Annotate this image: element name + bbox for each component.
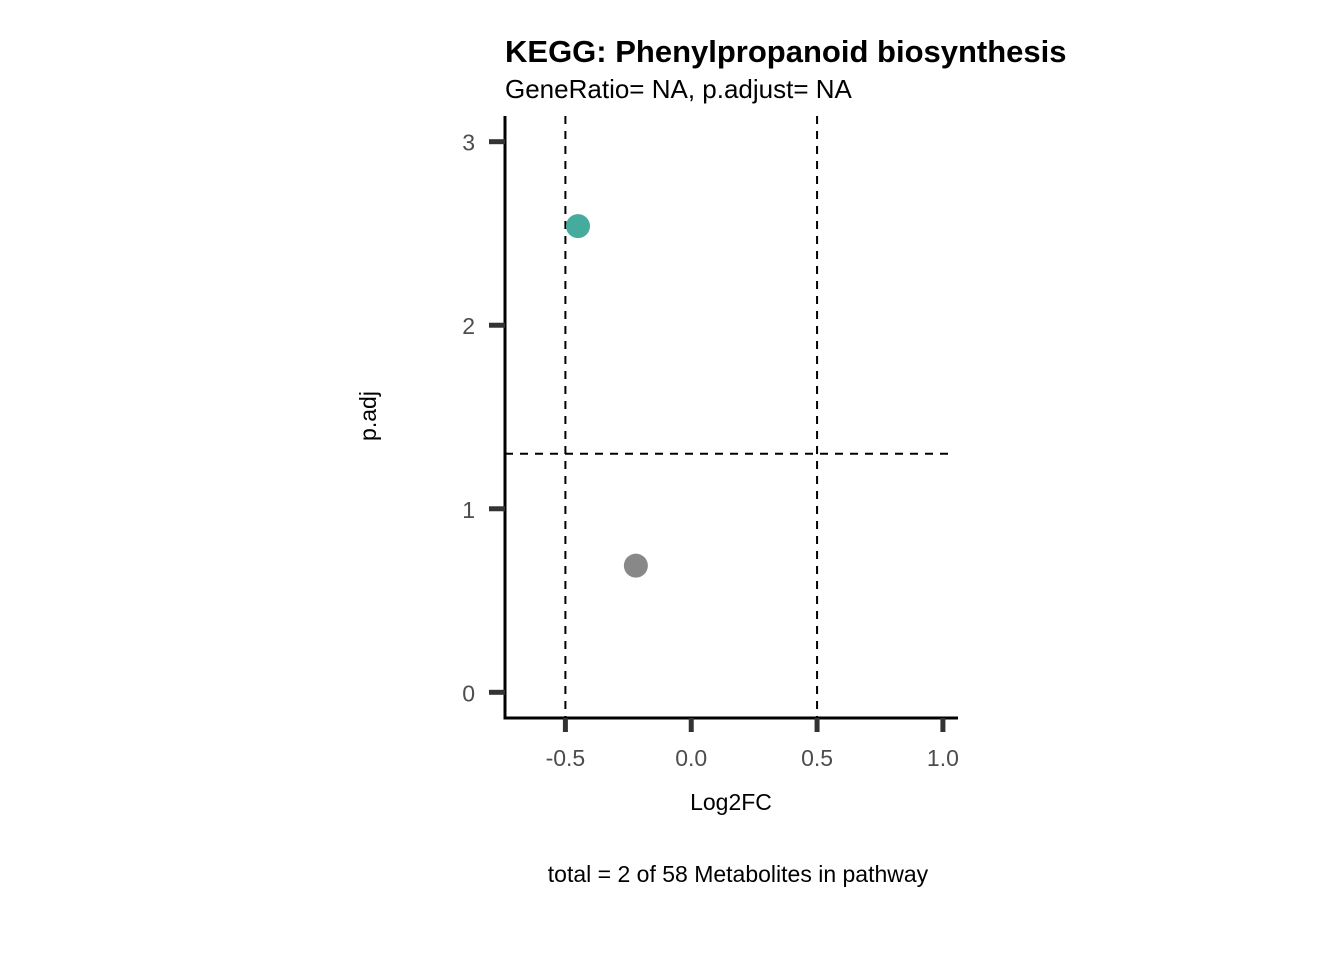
axes [503, 116, 958, 720]
ticks: -0.5 0.0 0.5 1.0 0 1 2 3 [462, 130, 959, 771]
data-points [565, 214, 648, 578]
y-tick-label: 1 [462, 497, 475, 523]
y-tick-label: 3 [462, 130, 475, 156]
x-tick-label: 1.0 [927, 745, 959, 771]
chart-title: KEGG: Phenylpropanoid biosynthesis [505, 34, 1067, 69]
x-tick-label: -0.5 [546, 745, 586, 771]
threshold-lines [505, 116, 950, 718]
data-point [623, 553, 648, 578]
data-point [565, 214, 590, 239]
y-tick-label: 2 [462, 313, 475, 339]
y-tick-label: 0 [462, 680, 475, 706]
x-tick-label: 0.0 [675, 745, 707, 771]
x-tick-label: 0.5 [801, 745, 833, 771]
chart-caption: total = 2 of 58 Metabolites in pathway [548, 861, 929, 887]
chart-subtitle: GeneRatio= NA, p.adjust= NA [505, 74, 853, 104]
x-axis-title: Log2FC [690, 789, 772, 815]
y-axis-title: p.adj [355, 391, 381, 441]
